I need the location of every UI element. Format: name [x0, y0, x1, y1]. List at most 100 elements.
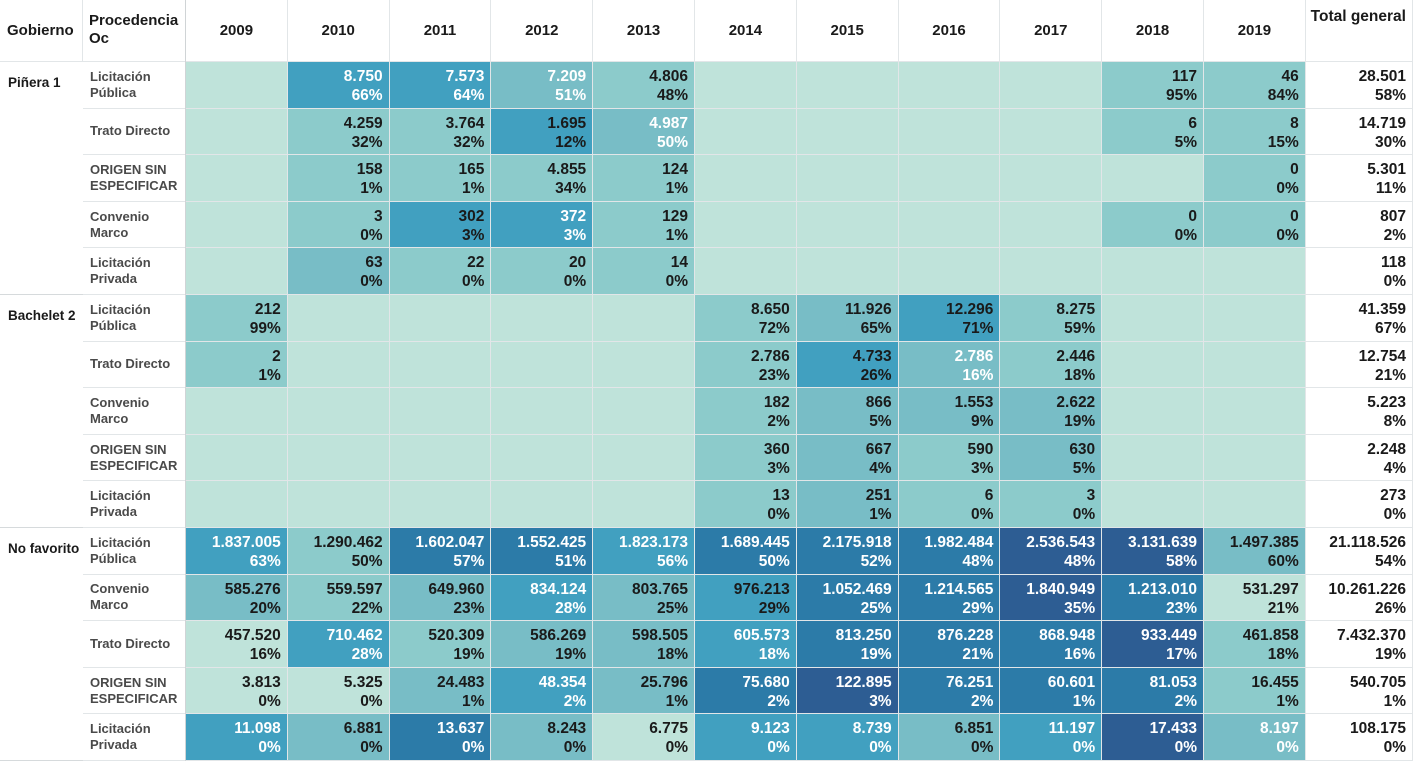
cell-percent: 17%: [1165, 646, 1197, 664]
cell-percent: 1%: [1276, 692, 1299, 710]
heatmap-cell: 11.098 0%: [186, 714, 288, 761]
heatmap-cell: [695, 248, 797, 295]
cell-percent: 1%: [665, 180, 688, 198]
procedencia-label: Licitación Pública: [83, 528, 186, 575]
total-cell: 540.705 1%: [1305, 667, 1413, 715]
cell-value: 4.987: [649, 114, 688, 132]
procedencia-label: Convenio Marco: [83, 575, 186, 622]
heatmap-cell: [898, 155, 1001, 202]
heatmap-cell: [389, 341, 492, 389]
cell-percent: 15%: [1267, 133, 1299, 151]
total-cell: 118 0%: [1305, 248, 1413, 295]
cell-value: 182: [763, 394, 790, 412]
cell-value: 559.597: [326, 580, 383, 598]
cell-value: 3.764: [445, 114, 485, 132]
total-cell: 2.248 4%: [1305, 434, 1413, 482]
heatmap-cell: 12.296 71%: [898, 295, 1001, 342]
total-percent: 8%: [1383, 413, 1406, 431]
column-header-2019: 2019: [1204, 0, 1306, 62]
heatmap-cell: 22 0%: [389, 248, 492, 295]
heatmap-cell: [1102, 388, 1204, 435]
total-value: 28.501: [1358, 68, 1406, 85]
column-header-2016: 2016: [898, 0, 1001, 62]
heatmap-cell: [1102, 155, 1204, 202]
cell-percent: 2%: [1174, 692, 1197, 710]
cell-percent: 21%: [1267, 599, 1299, 617]
heatmap-cell: [1000, 201, 1103, 249]
cell-percent: 2%: [563, 692, 587, 710]
heatmap-cell: [593, 434, 695, 482]
heatmap-cell: 598.505 18%: [593, 621, 695, 668]
heatmap-cell: [695, 201, 797, 249]
heatmap-cell: 16.455 1%: [1204, 667, 1306, 715]
cell-percent: 19%: [1064, 413, 1096, 431]
cell-percent: 0%: [461, 739, 485, 757]
heatmap-cell: 834.124 28%: [491, 574, 594, 622]
heatmap-cell: 1.213.010 23%: [1102, 574, 1204, 622]
cell-percent: 72%: [758, 320, 790, 337]
cell-value: 8.750: [343, 68, 383, 85]
cell-percent: 19%: [555, 646, 587, 664]
column-header-2009: 2009: [186, 0, 288, 62]
heatmap-cell: [491, 481, 594, 528]
total-value: 7.432.370: [1337, 627, 1406, 645]
cell-value: 6: [1188, 114, 1197, 132]
procedencia-label: Licitación Privada: [83, 248, 186, 295]
cell-value: 8.243: [547, 720, 587, 738]
heatmap-cell: 976.213 29%: [695, 574, 797, 622]
cell-percent: 1%: [461, 692, 485, 710]
cell-value: 605.573: [733, 627, 790, 645]
heatmap-cell: [796, 155, 899, 202]
procedencia-label: Trato Directo: [83, 109, 186, 156]
cell-value: 0: [1290, 161, 1299, 179]
cell-value: 12.296: [945, 301, 994, 318]
heatmap-cell: 8.197 0%: [1204, 714, 1306, 761]
cell-value: 25.796: [640, 673, 688, 691]
heatmap-cell: [287, 295, 390, 342]
heatmap-cell: [593, 341, 695, 389]
cell-value: 7.573: [445, 68, 485, 85]
cell-value: 63: [365, 254, 383, 272]
cell-value: 3.131.639: [1128, 534, 1197, 551]
heatmap-cell: 1.689.445 50%: [695, 528, 797, 575]
cell-percent: 18%: [1064, 366, 1096, 384]
cell-percent: 0%: [1276, 739, 1299, 757]
heatmap-cell: 251 1%: [796, 481, 899, 528]
heatmap-cell: [898, 62, 1001, 109]
heatmap-cell: 876.228 21%: [898, 621, 1001, 668]
cell-value: 8: [1290, 114, 1299, 132]
cell-percent: 21%: [962, 646, 994, 664]
heatmap-cell: 8.739 0%: [796, 714, 899, 761]
heatmap-cell: 586.269 19%: [491, 621, 594, 668]
heatmap-cell: 46 84%: [1204, 62, 1306, 109]
heatmap-cell: 124 1%: [593, 155, 695, 202]
cell-percent: 16%: [249, 646, 281, 664]
cell-percent: 29%: [962, 599, 994, 617]
heatmap-cell: 520.309 19%: [389, 621, 492, 668]
column-header-2011: 2011: [389, 0, 492, 62]
total-value: 21.118.526: [1329, 534, 1406, 551]
procedencia-label: Licitación Pública: [83, 295, 186, 342]
total-value: 10.261.226: [1328, 580, 1406, 598]
cell-value: 1.840.949: [1026, 580, 1096, 598]
total-percent: 30%: [1374, 133, 1406, 151]
cell-value: 48.354: [538, 673, 587, 691]
procedencia-label: Trato Directo: [83, 342, 186, 389]
heatmap-cell: 585.276 20%: [186, 574, 288, 622]
cell-percent: 28%: [351, 646, 383, 664]
cell-percent: 0%: [1072, 506, 1096, 524]
procedencia-label: ORIGEN SIN ESPECIFICAR: [83, 435, 186, 482]
heatmap-cell: 6.851 0%: [898, 714, 1001, 761]
cell-value: 13: [772, 487, 790, 505]
cell-value: 1.689.445: [720, 534, 790, 551]
total-cell: 28.501 58%: [1305, 62, 1413, 109]
cell-percent: 20%: [249, 599, 281, 617]
heatmap-cell: 1.552.425 51%: [491, 528, 594, 575]
cell-value: 667: [865, 440, 892, 458]
cell-percent: 50%: [758, 553, 790, 570]
total-percent: 11%: [1375, 180, 1406, 198]
column-divider: [185, 0, 186, 761]
cell-value: 165: [458, 161, 485, 179]
cell-value: 1.982.484: [924, 534, 994, 551]
